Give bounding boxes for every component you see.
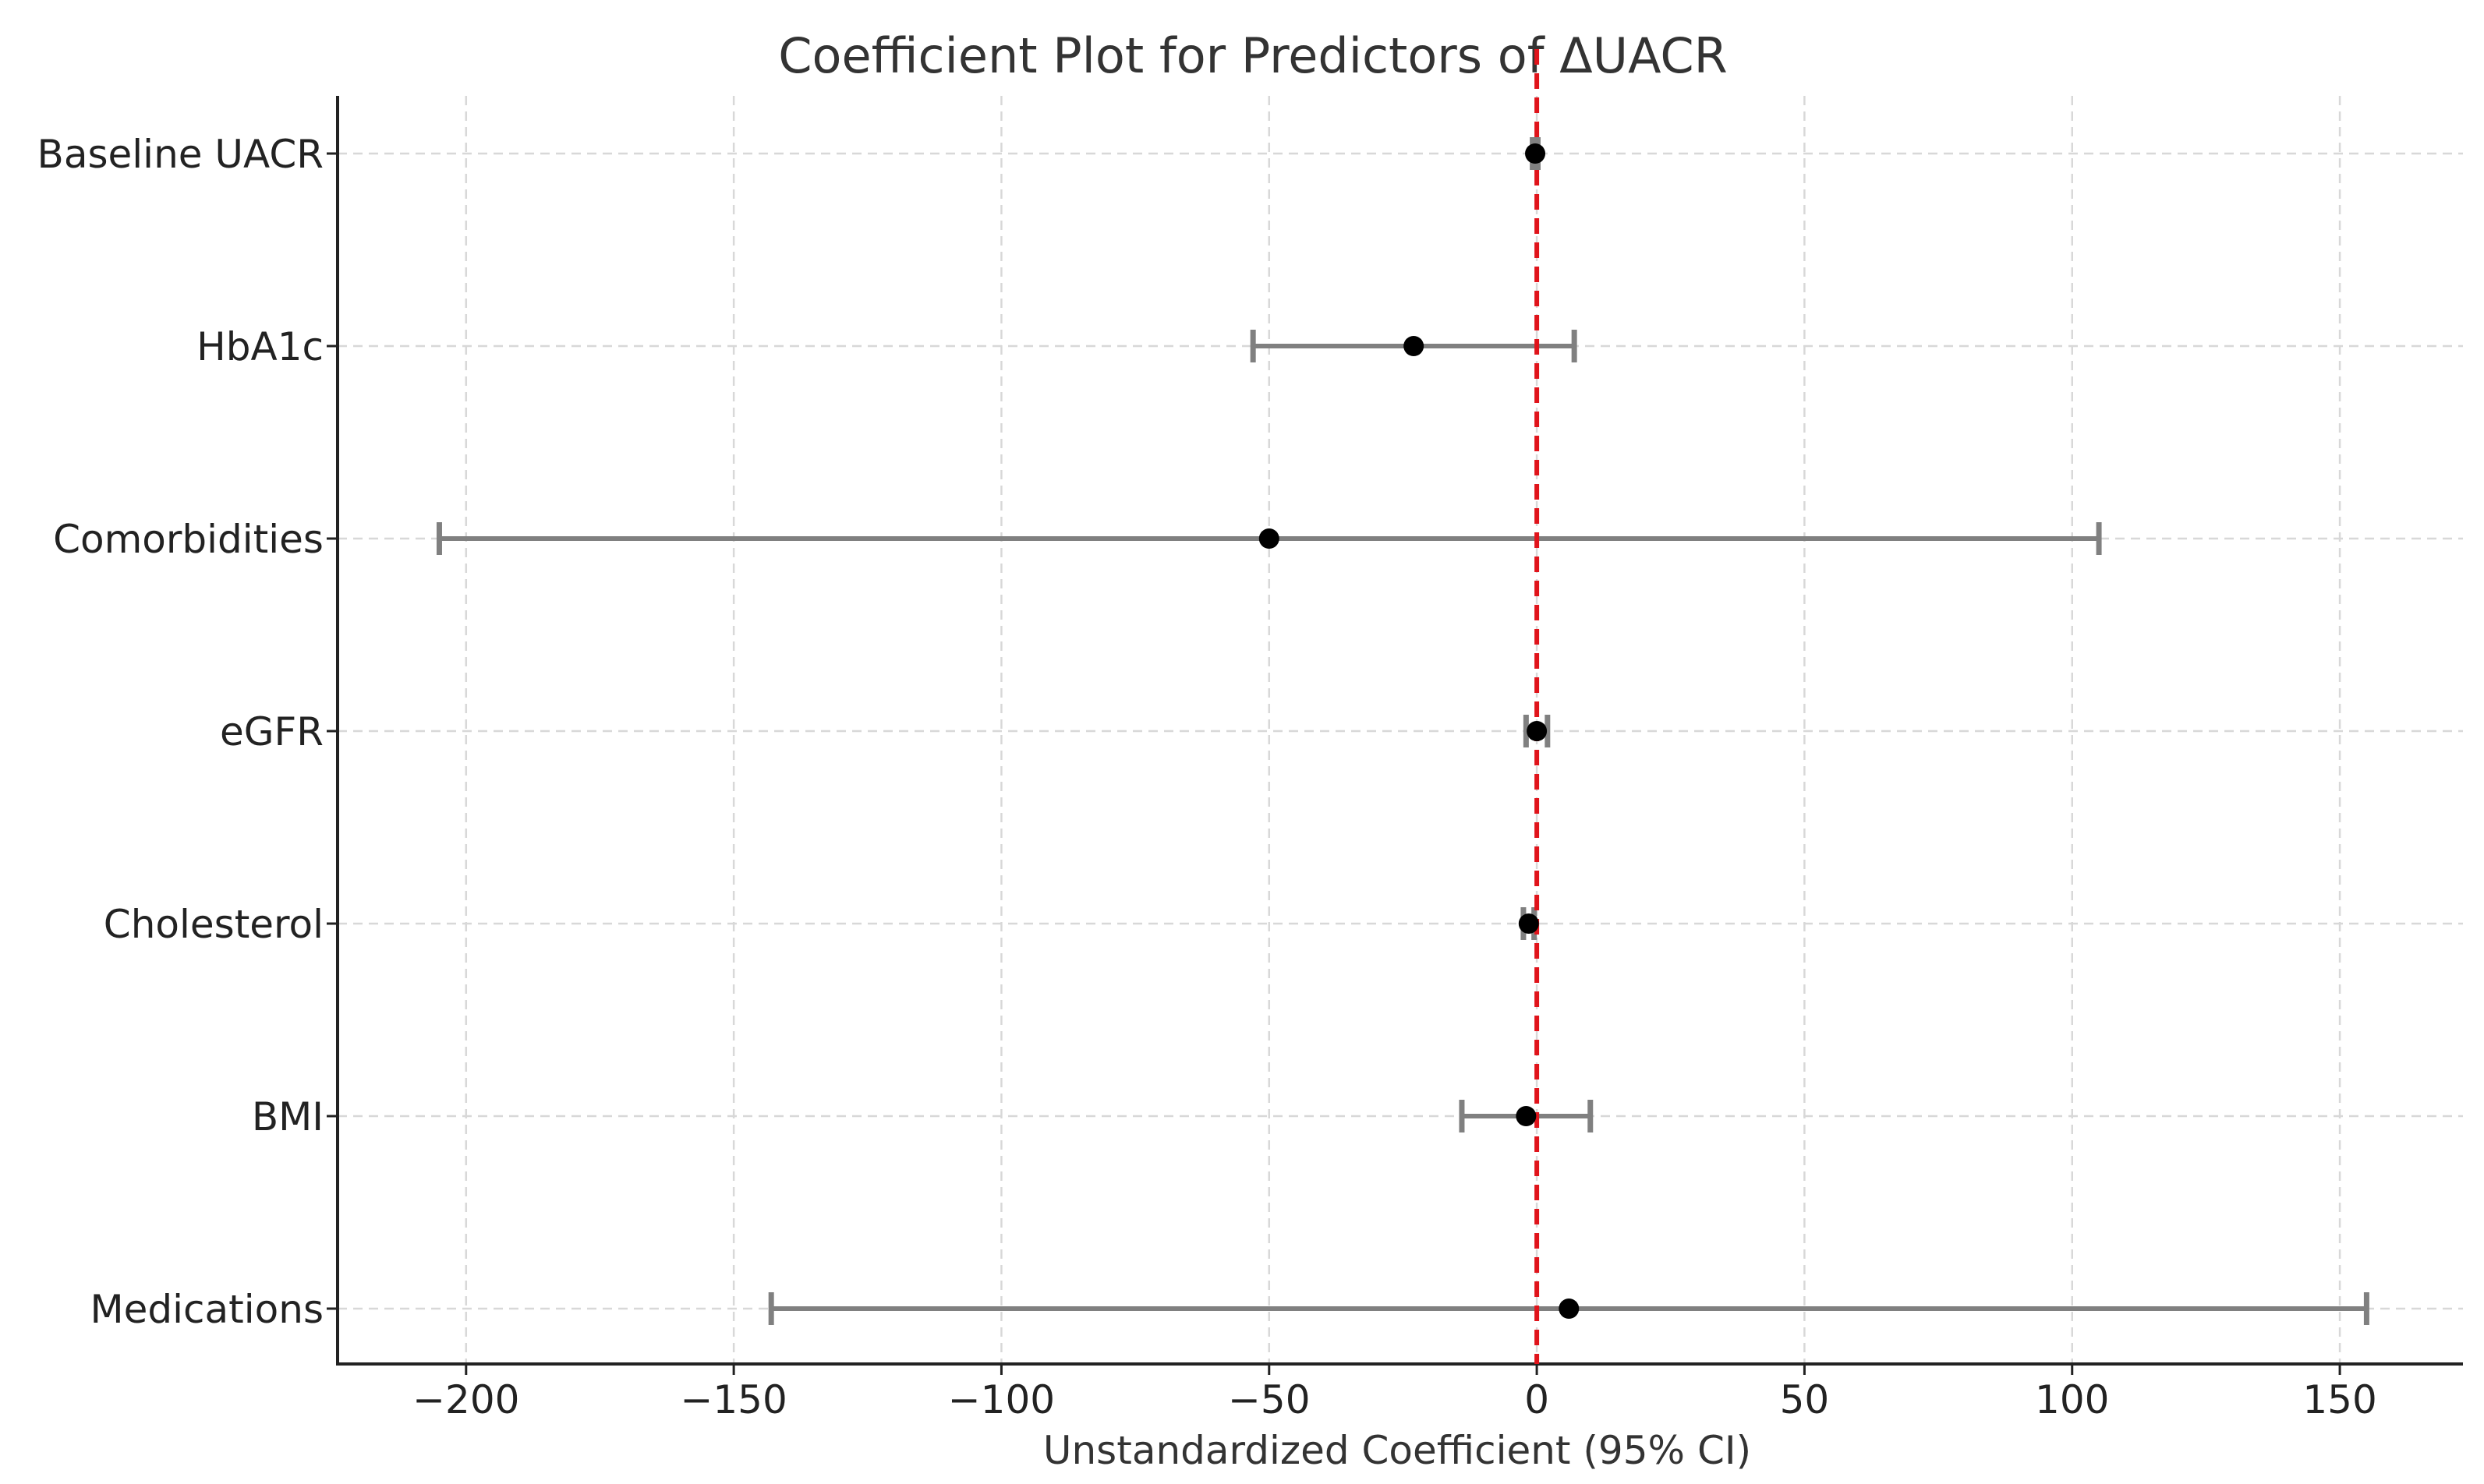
coefficient-point (1559, 1298, 1580, 1319)
x-tick-label: −150 (680, 1377, 787, 1422)
coefficient-point (1403, 336, 1424, 356)
x-tick-label: 0 (1524, 1377, 1549, 1422)
coefficient-point (1525, 143, 1546, 164)
x-tick-label: −100 (948, 1377, 1055, 1422)
y-tick-label: BMI (252, 1094, 324, 1140)
y-tick-label: Medications (90, 1287, 324, 1332)
axes (336, 96, 2463, 1366)
x-ticks: −200 −150 −100 −50 0 50 100 150 (412, 1364, 2377, 1422)
x-tick-label: 150 (2302, 1377, 2376, 1422)
y-tick-label: Comorbidities (53, 517, 324, 562)
y-tick-label: Cholesterol (104, 902, 324, 947)
chart-title: Coefficient Plot for Predictors of ΔUACR (778, 27, 1728, 84)
x-tick-label: 50 (1780, 1377, 1830, 1422)
coefficient-points (1258, 143, 1580, 1319)
y-tick-label: HbA1c (196, 324, 324, 369)
coefficient-point (1518, 913, 1539, 934)
x-axis-label: Unstandardized Coefficient (95% CI) (1043, 1428, 1751, 1473)
coefficient-point (1258, 528, 1279, 549)
y-tick-label: Baseline UACR (37, 132, 324, 177)
x-tick-label: 100 (2035, 1377, 2109, 1422)
coefficient-point (1527, 721, 1548, 741)
y-ticks: Baseline UACR HbA1c Comorbidities eGFR Chole… (37, 132, 338, 1332)
x-tick-label: −200 (412, 1377, 519, 1422)
y-tick-label: eGFR (220, 709, 324, 754)
grid (338, 96, 2463, 1364)
coefficient-point (1516, 1106, 1537, 1126)
x-tick-label: −50 (1228, 1377, 1311, 1422)
